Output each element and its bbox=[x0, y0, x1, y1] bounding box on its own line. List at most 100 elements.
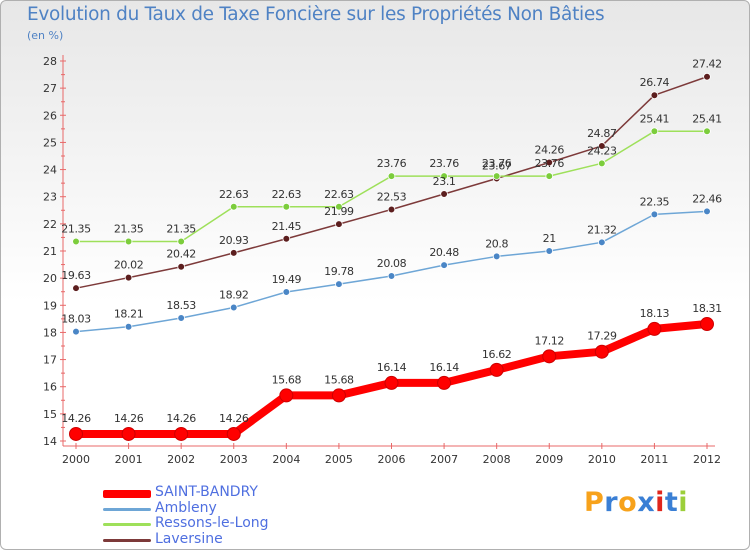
logo-letter: r bbox=[604, 487, 619, 518]
y-tick-label: 28 bbox=[43, 55, 57, 68]
x-tick-label: 2009 bbox=[535, 453, 563, 466]
x-tick-label: 2003 bbox=[220, 453, 248, 466]
data-label: 21.32 bbox=[587, 223, 617, 236]
logo-letter: i bbox=[678, 487, 689, 518]
y-tick-label: 24 bbox=[43, 164, 57, 177]
data-point bbox=[703, 72, 711, 81]
data-point bbox=[282, 288, 291, 296]
legend-swatch bbox=[103, 508, 151, 511]
data-label: 21.45 bbox=[272, 220, 302, 233]
data-label: 18.03 bbox=[61, 313, 91, 326]
data-point bbox=[282, 234, 291, 243]
data-point bbox=[177, 237, 185, 246]
data-point bbox=[440, 172, 448, 180]
data-point bbox=[700, 317, 714, 332]
data-label: 19.63 bbox=[61, 269, 91, 282]
data-point bbox=[545, 158, 554, 167]
data-label: 23.1 bbox=[433, 175, 456, 188]
data-point bbox=[229, 303, 238, 312]
data-point bbox=[545, 172, 554, 180]
data-label: 16.14 bbox=[429, 361, 459, 374]
data-label: 20.08 bbox=[377, 257, 407, 270]
data-label: 15.68 bbox=[272, 373, 302, 386]
data-point bbox=[124, 237, 133, 246]
data-point bbox=[545, 247, 554, 255]
y-tick-label: 14 bbox=[43, 435, 57, 448]
data-point bbox=[387, 205, 396, 214]
data-point bbox=[650, 210, 659, 219]
data-point bbox=[229, 202, 238, 211]
legend-swatch bbox=[103, 523, 151, 526]
data-point bbox=[542, 349, 557, 364]
data-label: 23.76 bbox=[429, 157, 459, 170]
data-point bbox=[335, 202, 343, 211]
data-label: 21.35 bbox=[61, 223, 91, 236]
data-point bbox=[440, 190, 448, 198]
data-point bbox=[69, 426, 83, 441]
data-point bbox=[124, 322, 133, 331]
data-point bbox=[492, 172, 501, 180]
x-tick-label: 2010 bbox=[588, 453, 616, 466]
data-label: 23.76 bbox=[535, 157, 565, 170]
data-point bbox=[72, 237, 80, 246]
data-point bbox=[226, 426, 241, 441]
data-point bbox=[703, 207, 711, 216]
data-label: 14.26 bbox=[219, 412, 249, 425]
chart-title: Evolution du Taux de Taxe Foncière sur l… bbox=[27, 4, 605, 25]
data-label: 20.8 bbox=[485, 237, 508, 250]
data-label: 25.41 bbox=[692, 112, 722, 125]
data-point bbox=[492, 252, 501, 261]
data-label: 17.12 bbox=[535, 334, 565, 347]
legend-label: SAINT-BANDRY bbox=[155, 484, 258, 500]
x-tick-label: 2005 bbox=[325, 453, 353, 466]
data-point bbox=[650, 91, 659, 99]
data-label: 22.46 bbox=[692, 192, 722, 205]
proxiti-logo: Proxiti bbox=[584, 487, 688, 518]
legend-swatch bbox=[103, 490, 151, 498]
data-point bbox=[703, 127, 711, 136]
data-label: 18.31 bbox=[692, 302, 722, 315]
data-label: 23.67 bbox=[482, 160, 512, 173]
x-tick-label: 2004 bbox=[272, 453, 300, 466]
data-point bbox=[440, 261, 448, 269]
data-label: 21.35 bbox=[166, 223, 196, 236]
data-point bbox=[72, 284, 80, 292]
data-point bbox=[282, 202, 291, 211]
data-point bbox=[177, 262, 185, 271]
y-tick-label: 19 bbox=[43, 299, 57, 312]
y-tick-label: 18 bbox=[43, 326, 57, 339]
logo-letter: x bbox=[637, 487, 656, 518]
y-tick-label: 15 bbox=[43, 408, 57, 421]
data-point bbox=[594, 344, 609, 359]
data-point bbox=[647, 321, 662, 336]
data-point bbox=[598, 159, 606, 168]
data-point bbox=[335, 220, 343, 228]
data-label: 21.35 bbox=[114, 223, 144, 236]
data-point bbox=[177, 314, 185, 322]
logo-letter: i bbox=[655, 487, 665, 518]
data-label: 16.62 bbox=[482, 348, 512, 361]
data-label: 22.35 bbox=[640, 195, 670, 208]
data-label: 19.78 bbox=[324, 265, 354, 278]
data-point bbox=[650, 127, 659, 136]
x-tick-label: 2012 bbox=[693, 453, 721, 466]
y-tick-label: 16 bbox=[43, 381, 57, 394]
data-point bbox=[598, 142, 606, 150]
x-tick-label: 2000 bbox=[62, 453, 90, 466]
x-tick-label: 2006 bbox=[378, 453, 406, 466]
y-tick-label: 22 bbox=[43, 218, 57, 231]
y-tick-label: 26 bbox=[43, 109, 57, 122]
legend-label: Ambleny bbox=[155, 500, 217, 516]
data-label: 20.42 bbox=[166, 248, 196, 261]
x-tick-label: 2007 bbox=[430, 453, 458, 466]
data-point bbox=[124, 273, 133, 282]
data-label: 18.53 bbox=[166, 299, 196, 312]
data-label: 23.76 bbox=[377, 157, 407, 170]
data-point bbox=[489, 362, 504, 377]
legend-label: Ressons-le-Long bbox=[155, 515, 269, 531]
data-label: 20.48 bbox=[429, 246, 459, 259]
data-point bbox=[437, 375, 452, 390]
data-label: 18.13 bbox=[640, 307, 670, 320]
y-tick-label: 17 bbox=[43, 354, 57, 367]
